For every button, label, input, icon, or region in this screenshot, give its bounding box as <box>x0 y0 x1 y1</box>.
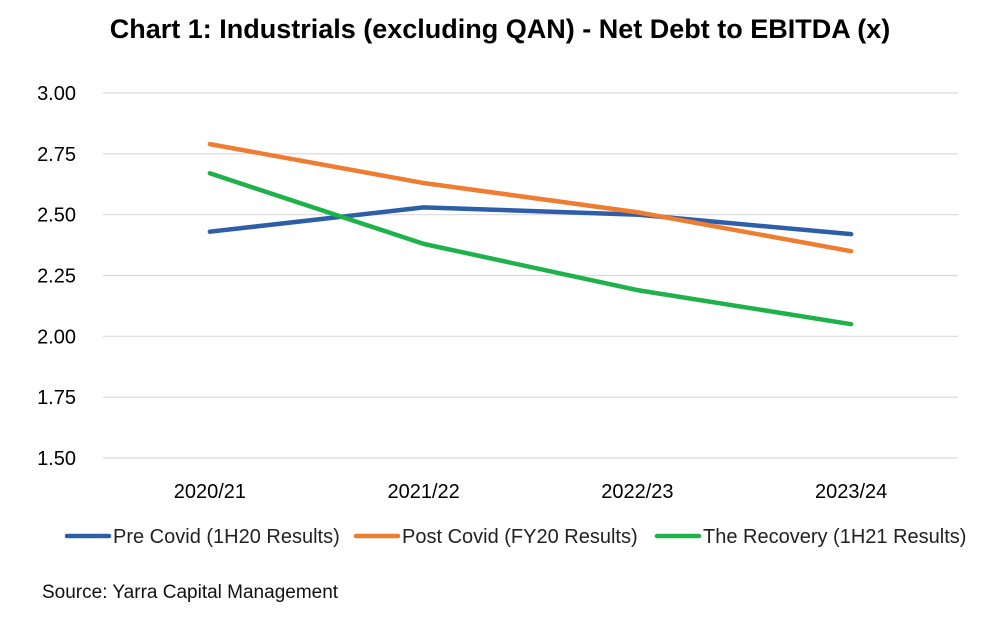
y-tick-label: 2.00 <box>37 326 76 348</box>
x-tick-label: 2021/22 <box>387 481 459 503</box>
y-tick-label: 1.50 <box>37 448 76 470</box>
y-tick-label: 1.75 <box>37 387 76 409</box>
gridlines <box>103 92 958 459</box>
legend-label: Post Covid (FY20 Results) <box>402 526 638 548</box>
x-tick-label: 2020/21 <box>174 481 246 503</box>
series-line <box>207 141 854 254</box>
source-note: Source: Yarra Capital Management <box>42 582 339 603</box>
chart-title: Chart 1: Industrials (excluding QAN) - N… <box>109 14 891 44</box>
x-tick-label: 2023/24 <box>815 481 887 503</box>
x-tick-label: 2022/23 <box>601 481 673 503</box>
legend-label: The Recovery (1H21 Results) <box>703 526 966 548</box>
y-tick-label: 3.00 <box>37 83 76 105</box>
y-axis-ticks: 3.00 2.75 2.50 2.25 2.00 1.75 1.50 <box>37 83 76 470</box>
legend: Pre Covid (1H20 Results) Post Covid (FY20… <box>64 526 966 548</box>
series-line <box>207 205 854 237</box>
series-lines <box>207 141 854 327</box>
series-line <box>207 171 854 327</box>
x-axis-ticks: 2020/21 2021/22 2022/23 2023/24 <box>174 481 888 503</box>
y-tick-label: 2.75 <box>37 144 76 166</box>
y-tick-label: 2.50 <box>37 205 76 227</box>
y-tick-label: 2.25 <box>37 266 76 288</box>
legend-label: Pre Covid (1H20 Results) <box>113 526 340 548</box>
